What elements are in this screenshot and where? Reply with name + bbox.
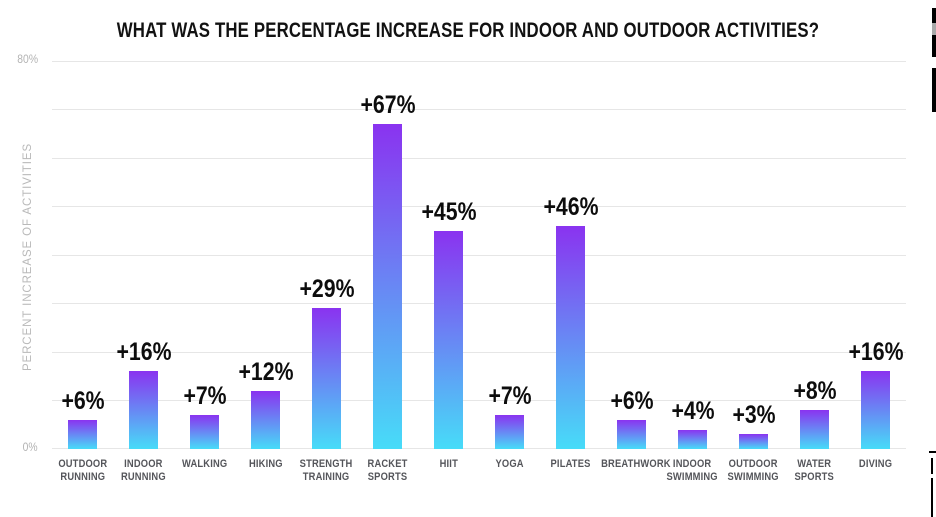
value-label-yoga: +7%	[487, 382, 532, 411]
bar-hiit	[434, 230, 463, 449]
category-label-yoga: YOGA	[495, 458, 524, 470]
right-edge-artifact-lower-2	[931, 478, 933, 517]
category-label-outdoor-running: OUTDOOR RUNNING	[58, 458, 107, 483]
category-label-indoor-swimming: INDOOR SWIMMING	[666, 458, 719, 483]
value-label-diving: +16%	[848, 338, 903, 367]
bar-hiking	[251, 390, 280, 449]
right-edge-artifact-upper	[932, 68, 936, 112]
gridline-40	[52, 254, 906, 256]
bar-outdoor-running	[68, 419, 97, 449]
category-label-indoor-running: INDOOR RUNNING	[121, 458, 166, 483]
gridline-0	[52, 448, 906, 449]
category-label-breathwork: BREATHWORK	[601, 458, 671, 470]
category-label-water-sports: WATER SPORTS	[794, 458, 835, 483]
y-tick-label-text: 80%	[17, 54, 38, 66]
gridline-70	[52, 109, 906, 110]
category-label-diving: DIVING	[858, 458, 893, 470]
bar-outdoor-swimming	[739, 434, 768, 449]
value-label-pilates: +46%	[543, 192, 598, 221]
category-label-racket-sports: RACKET SPORTS	[367, 458, 408, 483]
gridline-10	[52, 400, 906, 401]
category-label-hiit: HIIT	[439, 458, 458, 470]
bar-racket-sports	[373, 124, 402, 449]
value-label-outdoor-running: +6%	[60, 386, 105, 415]
bar-breathwork	[617, 419, 646, 449]
value-label-breathwork: +6%	[609, 386, 654, 415]
category-label-hiking: HIKING	[248, 458, 283, 470]
value-label-indoor-running: +16%	[116, 338, 171, 367]
category-label-strength-training: STRENGTH TRAINING	[300, 458, 353, 483]
value-label-hiit: +45%	[421, 197, 476, 226]
bar-strength-training	[312, 308, 341, 449]
value-label-indoor-swimming: +4%	[670, 396, 715, 425]
gridline-30	[52, 303, 906, 304]
value-label-racket-sports: +67%	[360, 91, 415, 120]
category-label-walking: WALKING	[181, 458, 228, 470]
bar-indoor-swimming	[678, 429, 707, 449]
value-label-outdoor-swimming: +3%	[731, 401, 776, 430]
value-label-strength-training: +29%	[299, 275, 354, 304]
bar-walking	[190, 415, 219, 449]
category-label-pilates: PILATES	[550, 458, 591, 470]
right-edge-artifact-lower-1	[931, 458, 933, 474]
gridline-20	[52, 351, 906, 353]
chart-title-text: WHAT WAS THE PERCENTAGE INCREASE FOR IND…	[116, 19, 820, 42]
plot-area: +6% +16% +7% +12% +29% +67% +45% +7% +46% +6% +4% +…	[52, 60, 906, 449]
y-tick-label-80: 80%	[0, 54, 38, 66]
value-label-hiking: +12%	[238, 357, 293, 386]
value-label-water-sports: +8%	[792, 377, 837, 406]
bar-water-sports	[800, 410, 829, 449]
y-axis-title-text: PERCENT INCREASE OF ACTIVITIES	[22, 142, 34, 372]
chart-title: WHAT WAS THE PERCENTAGE INCREASE FOR IND…	[0, 19, 936, 43]
value-label-walking: +7%	[182, 382, 227, 411]
gridline-80	[52, 60, 906, 62]
bar-yoga	[495, 415, 524, 449]
gridline-50	[52, 206, 906, 207]
bar-pilates	[556, 225, 585, 449]
bar-indoor-running	[129, 371, 158, 449]
y-tick-label-text: 0%	[23, 442, 38, 454]
bar-diving	[861, 371, 890, 449]
y-tick-label-0: 0%	[0, 442, 38, 454]
x-axis-labels: OUTDOOR RUNNING INDOOR RUNNING WALKING HIKING…	[52, 458, 906, 492]
scrollbar-thumb[interactable]	[932, 23, 936, 35]
category-label-outdoor-swimming: OUTDOOR SWIMMING	[727, 458, 780, 483]
right-edge-artifact-tick	[929, 451, 936, 453]
gridline-60	[52, 157, 906, 159]
